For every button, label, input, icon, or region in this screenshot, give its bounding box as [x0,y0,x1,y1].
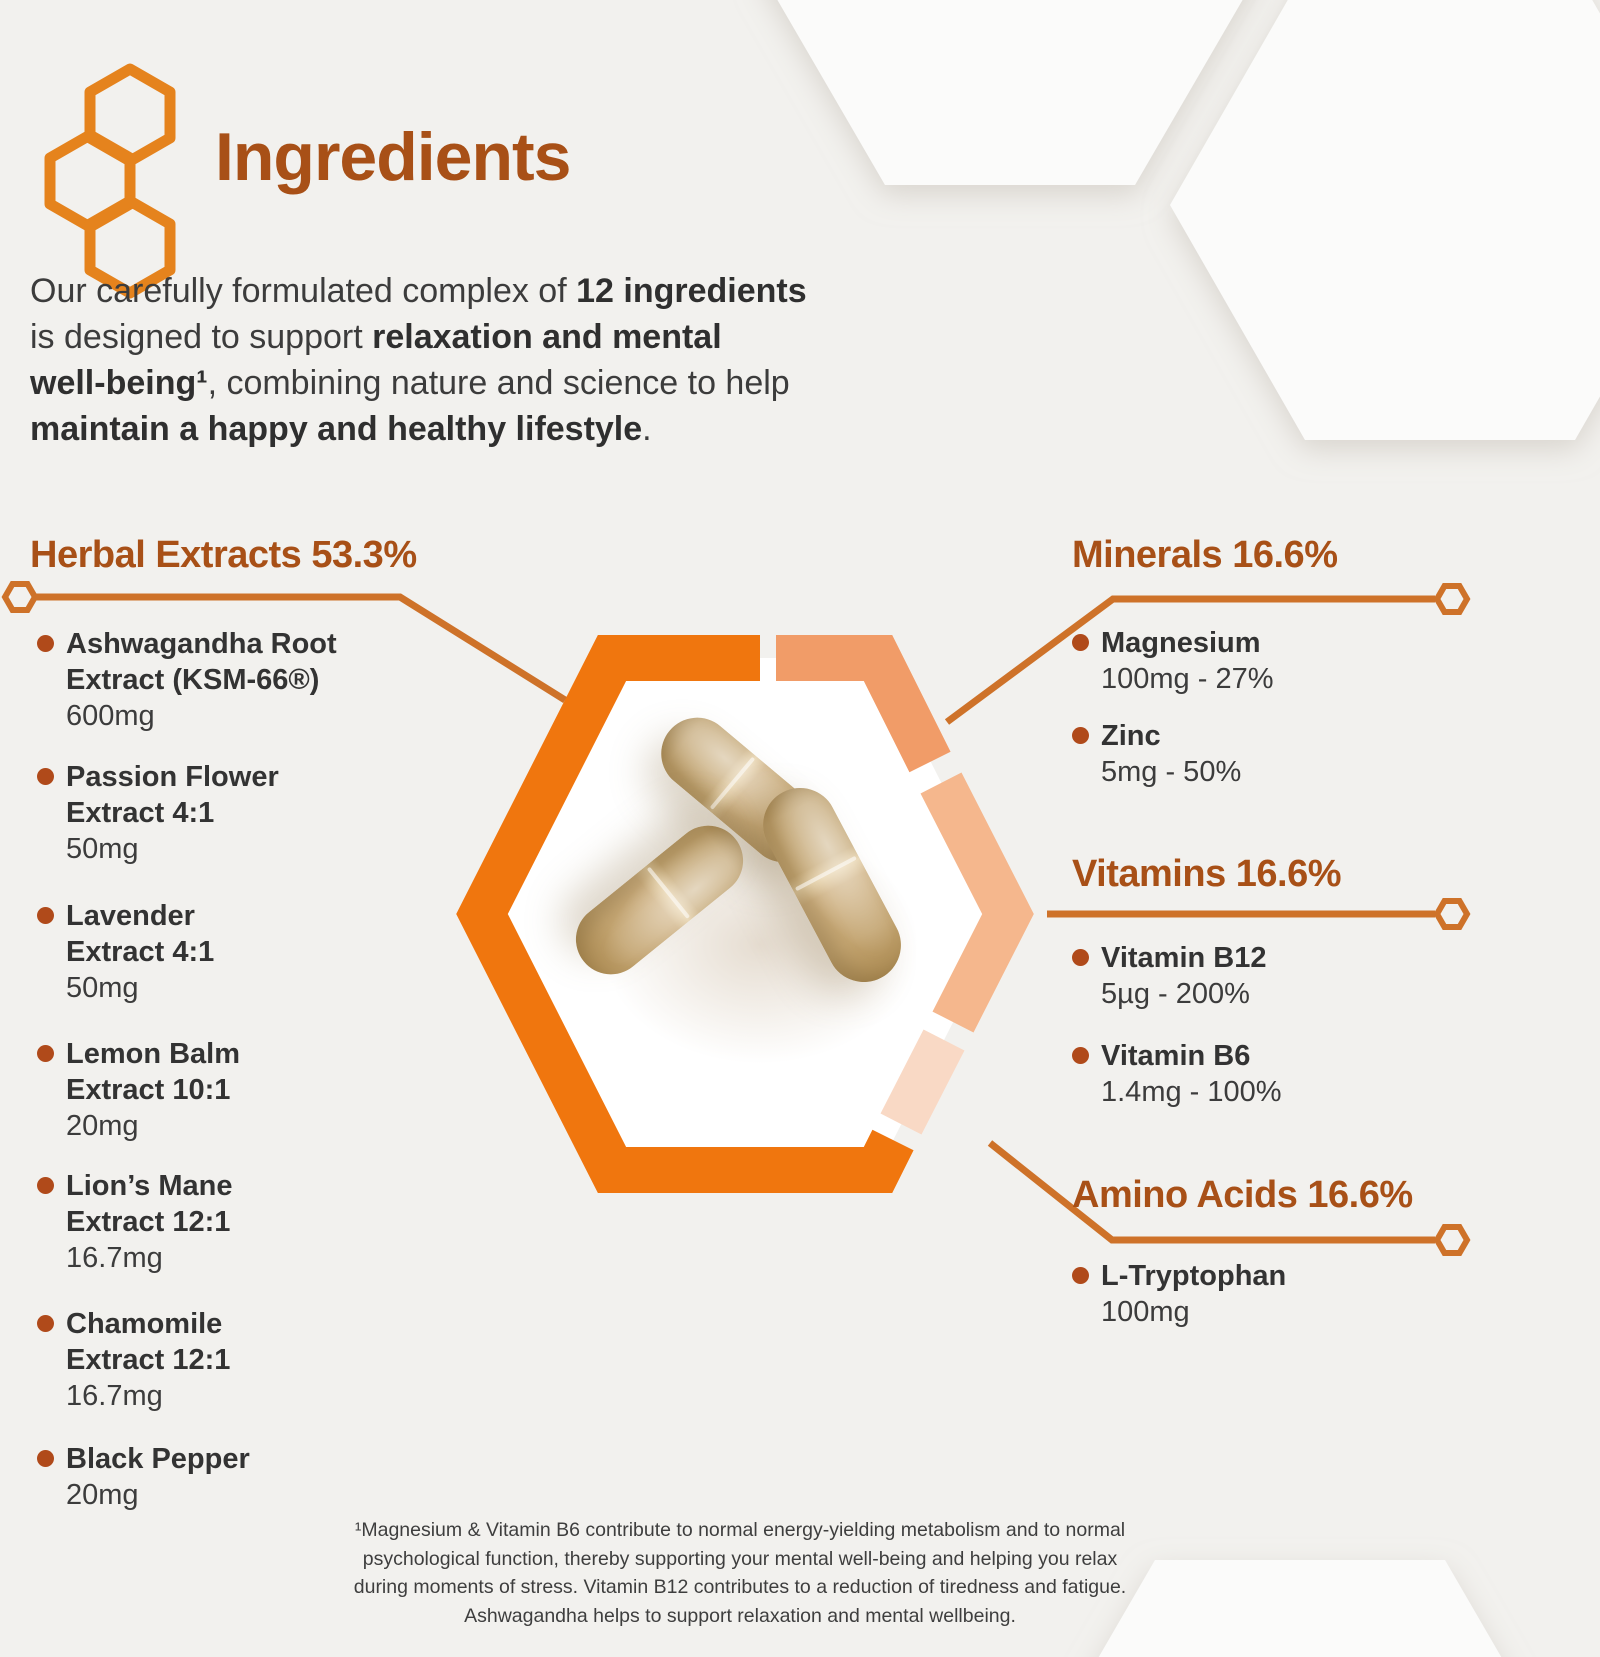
bullet-icon [37,1177,54,1194]
capsule-seam [646,866,691,919]
background-hexagon-icon [1170,0,1600,440]
list-item-lavender: Lavender Extract 4:1 50mg [37,898,215,1006]
ingredient-amount: 5µg - 200% [1101,978,1250,1010]
ingredient-name: Extract 4:1 [66,797,215,829]
footnote-line: ¹Magnesium & Vitamin B6 contribute to no… [354,1519,1126,1541]
logo-hexagon-icon [84,195,176,299]
ingredient-amount: 100mg [1101,1296,1190,1328]
ingredient-name: L-Tryptophan [1101,1260,1287,1292]
bullet-icon [37,1315,54,1332]
ingredient-amount: 20mg [66,1479,139,1511]
connector-herbal [34,593,567,703]
bullet-icon [1072,949,1089,966]
hex-endpoint-icon [1,581,39,613]
ring-segment-vitamins [920,772,1034,1033]
hex-endpoint-icon [1433,898,1471,930]
footnote-line: Ashwagandha helps to support relaxation … [464,1604,1016,1627]
ingredient-name: Vitamin B12 [1101,942,1267,974]
section-title-minerals: Minerals 16.6% [1072,534,1338,576]
footnote: ¹Magnesium & Vitamin B6 contribute to no… [290,1516,1190,1630]
ingredient-amount: 20mg [66,1110,139,1142]
ingredient-amount: 1.4mg - 100% [1101,1076,1282,1108]
bullet-icon [37,635,54,652]
ingredient-name: Passion Flower [66,761,279,793]
ring-segment-minerals [776,635,951,773]
ring-segment-herbal [456,635,914,1193]
ingredient-name: Extract 4:1 [66,936,215,968]
ingredient-name: Extract 12:1 [66,1344,231,1376]
bullet-icon [37,1045,54,1062]
ingredient-name: Lavender [66,900,195,932]
list-item-zinc: Zinc 5mg - 50% [1072,718,1242,790]
ingredient-amount: 50mg [66,833,139,865]
ingredient-name: Magnesium [1101,627,1261,659]
ingredient-name: Zinc [1101,720,1161,752]
ingredient-name: Vitamin B6 [1101,1040,1251,1072]
ingredient-amount: 16.7mg [66,1242,163,1274]
bullet-icon [1072,727,1089,744]
ring-segment-amino [880,1029,965,1135]
bullet-icon [37,907,54,924]
footnote-line: during moments of stress. Vitamin B12 co… [353,1576,1127,1598]
capsule-seam [795,856,858,892]
list-item-lemon-balm: Lemon Balm Extract 10:1 20mg [37,1036,241,1144]
bullet-icon [37,1450,54,1467]
ingredient-name: Chamomile [66,1308,223,1340]
section-title-amino: Amino Acids 16.6% [1072,1174,1413,1216]
ingredient-name: Extract 10:1 [66,1074,231,1106]
hexagon-inner-panel [482,658,1008,1170]
ingredient-name: Ashwagandha Root [66,628,337,660]
honeycomb-logo-icon [44,63,176,299]
ingredient-amount: 50mg [66,972,139,1004]
list-item-ashwagandha: Ashwagandha Root Extract (KSM-66®) 600mg [37,626,337,734]
list-item-magnesium: Magnesium 100mg - 27% [1072,625,1274,697]
footnote-line: psychological function, thereby supporti… [362,1547,1118,1570]
ingredient-name: Extract (KSM-66®) [66,664,320,696]
list-item-vitamin-b6: Vitamin B6 1.4mg - 100% [1072,1038,1282,1110]
list-item-vitamin-b12: Vitamin B12 5µg - 200% [1072,940,1267,1012]
list-item-black-pepper: Black Pepper 20mg [37,1441,250,1513]
list-item-chamomile: Chamomile Extract 12:1 16.7mg [37,1306,231,1414]
list-item-lions-mane: Lion’s Mane Extract 12:1 16.7mg [37,1168,233,1276]
ingredient-amount: 16.7mg [66,1380,163,1412]
ingredient-amount: 5mg - 50% [1101,756,1242,788]
intro-paragraph: Our carefully formulated complex of 12 i… [30,272,807,448]
bullet-icon [1072,1267,1089,1284]
section-title-vitamins: Vitamins 16.6% [1072,853,1342,895]
connector-amino [987,1140,1435,1244]
background-hexagon-icon [777,0,1243,185]
bullet-icon [1072,634,1089,651]
ingredient-amount: 100mg - 27% [1101,663,1274,695]
ingredient-name: Lion’s Mane [66,1170,233,1202]
ingredient-name: Extract 12:1 [66,1206,231,1238]
hex-endpoint-icon [1433,583,1471,615]
connector-minerals [944,595,1435,725]
section-title-herbal: Herbal Extracts 53.3% [30,534,417,576]
bullet-icon [37,768,54,785]
ingredient-name: Black Pepper [66,1443,250,1475]
list-item-l-tryptophan: L-Tryptophan 100mg [1072,1258,1287,1330]
ingredient-amount: 600mg [66,700,155,732]
capsule-seam [709,756,755,810]
bullet-icon [1072,1047,1089,1064]
ingredient-name: Lemon Balm [66,1038,241,1070]
background-hexagon-icon [1098,1560,1502,1657]
hex-endpoint-icon [1433,1224,1471,1256]
capsules-photo [480,660,1010,1160]
page-title: Ingredients [215,119,571,195]
list-item-passion-flower: Passion Flower Extract 4:1 50mg [37,759,279,867]
